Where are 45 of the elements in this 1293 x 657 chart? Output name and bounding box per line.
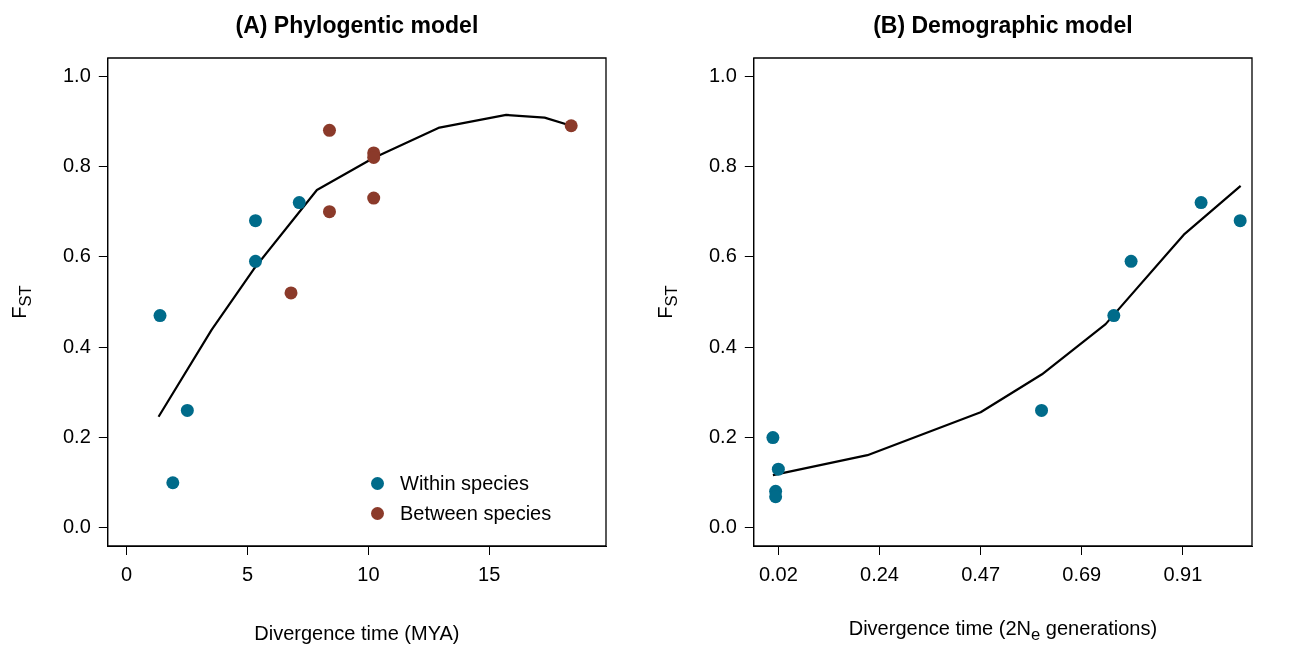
point <box>1124 254 1138 268</box>
y-tick-label: 0.8 <box>708 153 737 176</box>
y-tick-label: 1.0 <box>708 63 737 86</box>
y-tick-label: 0.2 <box>62 425 91 448</box>
legend-label: Between species <box>400 501 552 525</box>
point <box>322 205 336 219</box>
point <box>1233 214 1247 228</box>
x-axis-title: Divergence time (2N$_{e}$ generations) <box>848 617 1158 645</box>
point <box>367 191 381 205</box>
point <box>564 119 578 133</box>
point <box>1194 196 1208 210</box>
chart-title: (A) Phylogentic model <box>235 12 479 39</box>
point <box>322 123 336 137</box>
point <box>284 286 298 300</box>
x-tick-label: 15 <box>478 562 501 585</box>
x-tick-label: 0.69 <box>1062 562 1102 585</box>
x-tick-label: 0 <box>121 562 133 585</box>
point <box>292 196 306 210</box>
point <box>249 254 262 268</box>
point <box>180 403 194 417</box>
y-tick-label: 0.4 <box>708 334 737 357</box>
x-tick-label: 0.47 <box>961 562 1001 585</box>
point <box>1107 309 1121 323</box>
x-tick-label: 0.02 <box>758 562 798 585</box>
x-tick-label: 0.24 <box>860 562 899 585</box>
y-tick-label: 0.4 <box>62 334 91 357</box>
point <box>1035 403 1049 417</box>
y-tick-label: 0.6 <box>708 244 737 267</box>
point <box>766 431 780 445</box>
x-tick-label: 0.91 <box>1163 562 1203 585</box>
y-tick-label: 0.0 <box>62 515 91 538</box>
point <box>771 462 785 476</box>
y-tick-label: 0.8 <box>62 153 91 176</box>
legend-label: Within species <box>400 471 529 495</box>
x-tick-label: 10 <box>357 562 380 585</box>
x-tick-label: 5 <box>241 562 254 585</box>
x-axis-title: Divergence time (MYA) <box>254 622 460 645</box>
point <box>249 214 262 228</box>
y-tick-label: 0.2 <box>708 425 737 448</box>
chart-title: (B) Demographic model <box>873 12 1133 39</box>
y-tick-label: 0.6 <box>62 244 91 267</box>
point <box>153 309 167 323</box>
y-tick-label: 0.0 <box>708 515 737 538</box>
point <box>166 476 180 490</box>
y-tick-label: 1.0 <box>62 63 91 86</box>
